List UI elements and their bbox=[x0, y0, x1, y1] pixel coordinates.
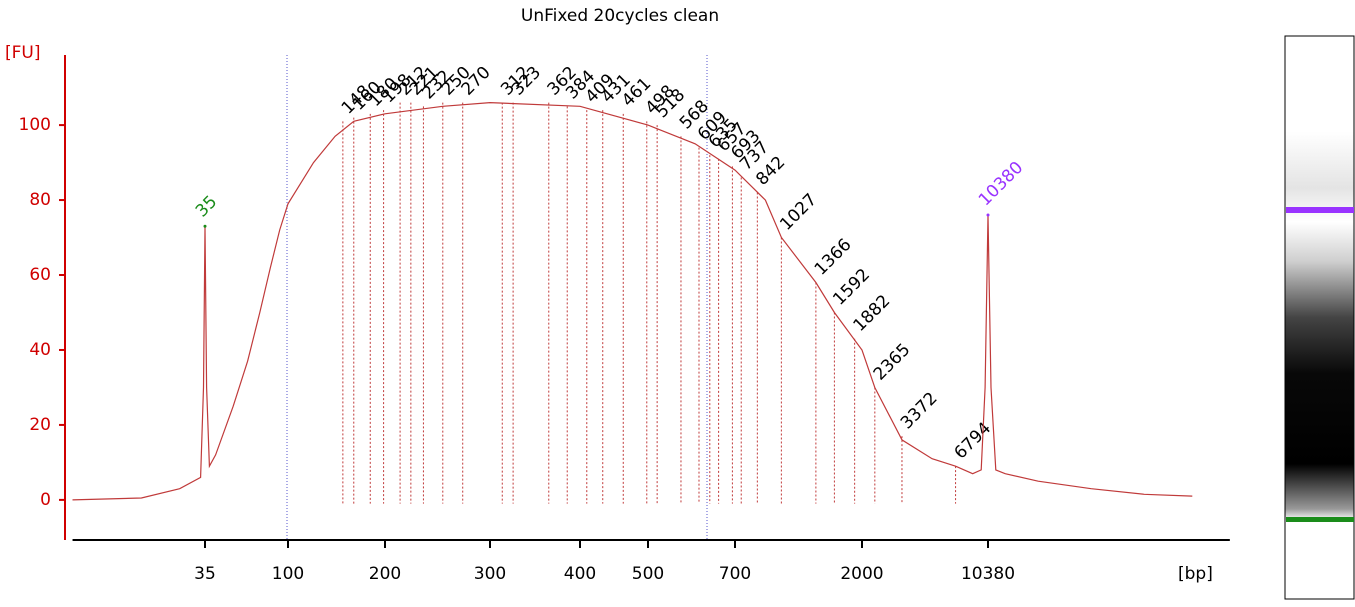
marker-peak bbox=[986, 213, 990, 217]
x-axis-label: [bp] bbox=[1178, 564, 1213, 584]
marker-label: 35 bbox=[192, 192, 221, 221]
peak-label: 1366 bbox=[811, 235, 856, 280]
y-tick-label: 80 bbox=[29, 190, 51, 210]
gel-upper-marker-band bbox=[1286, 207, 1354, 213]
electropherogram-trace bbox=[72, 101, 1193, 501]
x-tick-label: 500 bbox=[632, 564, 664, 584]
x-tick-label: 10380 bbox=[961, 564, 1015, 584]
x-tick-label: 300 bbox=[474, 564, 506, 584]
y-tick-label: 40 bbox=[29, 340, 51, 360]
peak-label: 2365 bbox=[870, 340, 915, 385]
y-tick-label: 100 bbox=[19, 115, 51, 135]
marker-peak bbox=[203, 224, 207, 228]
y-tick-label: 60 bbox=[29, 265, 51, 285]
peak-label: 1027 bbox=[776, 190, 821, 235]
y-tick-label: 0 bbox=[40, 490, 51, 510]
peak-label: 1882 bbox=[850, 291, 895, 336]
x-tick-label: 2000 bbox=[840, 564, 883, 584]
chart-title: UnFixed 20cycles clean bbox=[521, 6, 719, 26]
x-tick-label: 200 bbox=[369, 564, 401, 584]
gel-lower-marker-band bbox=[1286, 517, 1354, 522]
x-tick-label: 35 bbox=[194, 564, 216, 584]
y-tick-label: 20 bbox=[29, 415, 51, 435]
x-tick-label: 400 bbox=[564, 564, 596, 584]
marker-label: 10380 bbox=[975, 158, 1027, 210]
peak-label: 3372 bbox=[897, 389, 942, 434]
y-axis-label: [FU] bbox=[5, 43, 41, 63]
gel-lane bbox=[1284, 35, 1355, 600]
peak-label: 6794 bbox=[950, 418, 995, 463]
x-tick-label: 100 bbox=[272, 564, 304, 584]
x-tick-label: 700 bbox=[719, 564, 751, 584]
